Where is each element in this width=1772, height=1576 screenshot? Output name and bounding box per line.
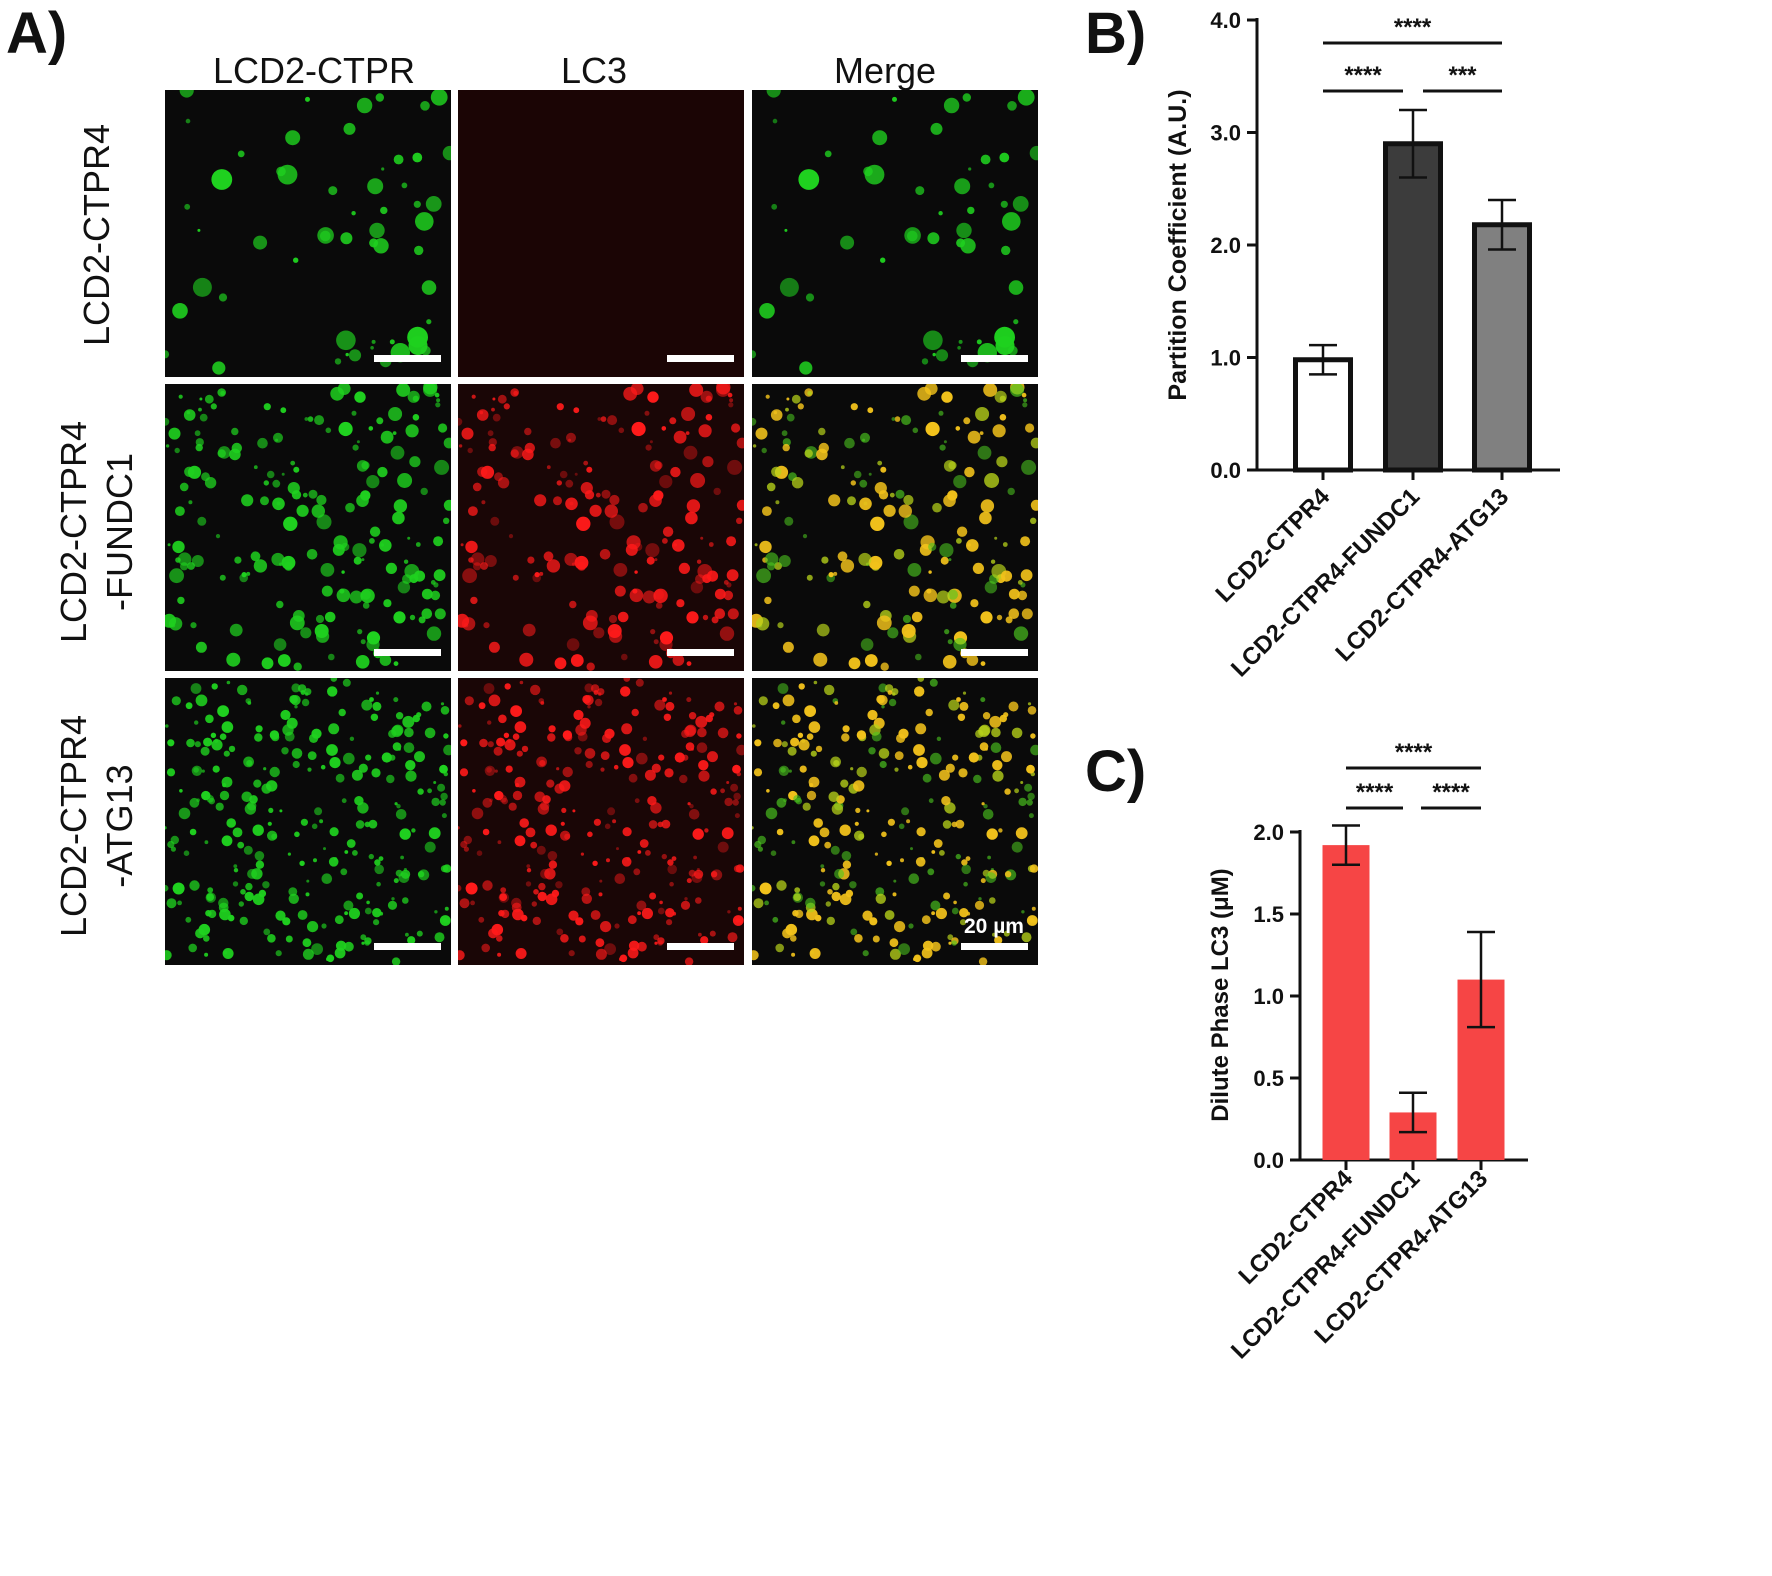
- chart-b-y-tick-label: 2.0: [1210, 233, 1241, 258]
- micrograph-r1-c1: [165, 90, 451, 377]
- chart-c-y-tick-label: 0.5: [1253, 1066, 1284, 1091]
- row-label-1-line1: LCD2-CTPR4: [76, 123, 117, 347]
- micrograph-r2-c2: [458, 384, 744, 671]
- scale-bar: [961, 649, 1028, 656]
- chart-b-category-label-1: LCD2-CTPR4: [1211, 483, 1336, 608]
- column-label-merge: Merge: [833, 50, 937, 91]
- micrograph-r2-c1: [165, 384, 451, 671]
- micrograph-r3-c1: [165, 678, 451, 965]
- scale-bar: [961, 943, 1028, 950]
- row-label-3-line2: -ATG13: [99, 764, 140, 888]
- chart-b-category-label-3: LCD2-CTPR4-ATG13: [1330, 483, 1514, 667]
- chart-b-significance-label-2: ****: [1344, 62, 1382, 89]
- chart-c-y-axis-label: Dilute Phase LC3 (μM): [1207, 868, 1234, 1121]
- row-label-2-line2: -FUNDC1: [99, 453, 140, 611]
- column-label-lc3: LC3: [560, 50, 628, 91]
- panel-c-label: C): [1085, 739, 1147, 804]
- chart-b-y-axis-label: Partition Coefficient (A.U.): [1164, 89, 1192, 400]
- chart-b-y-tick-label: 0.0: [1210, 458, 1241, 483]
- scale-bar-label: 20 µm: [964, 915, 1024, 938]
- micrograph-r3-c3: 20 µm: [752, 678, 1038, 965]
- chart-b-significance-label-1: ****: [1394, 14, 1432, 41]
- scale-bar: [374, 649, 441, 656]
- chart-b-bar-3: [1472, 222, 1532, 473]
- chart-b-significance-label-3: ***: [1448, 62, 1477, 89]
- row-label-1: LCD2-CTPR4: [74, 70, 120, 400]
- row-label-3: LCD2-CTPR4 -ATG13: [51, 661, 143, 991]
- row-label-3-line1: LCD2-CTPR4: [53, 714, 94, 938]
- chart-c-significance-label-1: ****: [1395, 739, 1433, 766]
- chart-c-significance-label-2: ****: [1356, 779, 1394, 806]
- row-label-2: LCD2-CTPR4 -FUNDC1: [51, 367, 143, 697]
- scale-bar: [961, 355, 1028, 362]
- chart-c-category-label-1: LCD2-CTPR4: [1234, 1165, 1359, 1290]
- micrograph-r3-c2: [458, 678, 744, 965]
- chart-b-y-tick-label: 1.0: [1210, 346, 1241, 371]
- chart-b-y-tick-label: 4.0: [1210, 8, 1241, 33]
- chart-c-y-tick-label: 0.0: [1253, 1148, 1284, 1173]
- row-label-2-line1: LCD2-CTPR4: [53, 420, 94, 644]
- chart-c-y-tick-label: 1.0: [1253, 984, 1284, 1009]
- chart-c-category-label-2: LCD2-CTPR4-FUNDC1: [1226, 1165, 1425, 1364]
- chart-c-significance-label-3: ****: [1432, 779, 1470, 806]
- chart-b-bar-2: [1383, 141, 1443, 473]
- panel-a-label: A): [6, 1, 68, 66]
- chart-b-y-tick-label: 3.0: [1210, 121, 1241, 146]
- chart-c-y-tick-label: 1.5: [1253, 902, 1284, 927]
- chart-c-bar-1: [1322, 845, 1370, 1160]
- chart-c-bar-3: [1457, 979, 1505, 1160]
- micrograph-r2-c3: [752, 384, 1038, 671]
- scale-bar: [667, 355, 734, 362]
- chart-c-y-tick-label: 2.0: [1253, 820, 1284, 845]
- chart-b-category-label-2: LCD2-CTPR4-FUNDC1: [1226, 483, 1425, 682]
- micrograph-r1-c2: [458, 90, 744, 377]
- chart-c-category-label-3: LCD2-CTPR4-ATG13: [1309, 1165, 1493, 1349]
- column-label-lcd2-ctpr: LCD2-CTPR: [212, 50, 416, 91]
- scale-bar: [667, 649, 734, 656]
- scale-bar: [374, 355, 441, 362]
- chart-c-bar-2: [1389, 1112, 1437, 1160]
- scale-bar: [667, 943, 734, 950]
- chart-b-bar-1: [1293, 357, 1353, 473]
- scale-bar: [374, 943, 441, 950]
- panel-b-label: B): [1085, 1, 1147, 66]
- micrograph-r1-c3: [752, 90, 1038, 377]
